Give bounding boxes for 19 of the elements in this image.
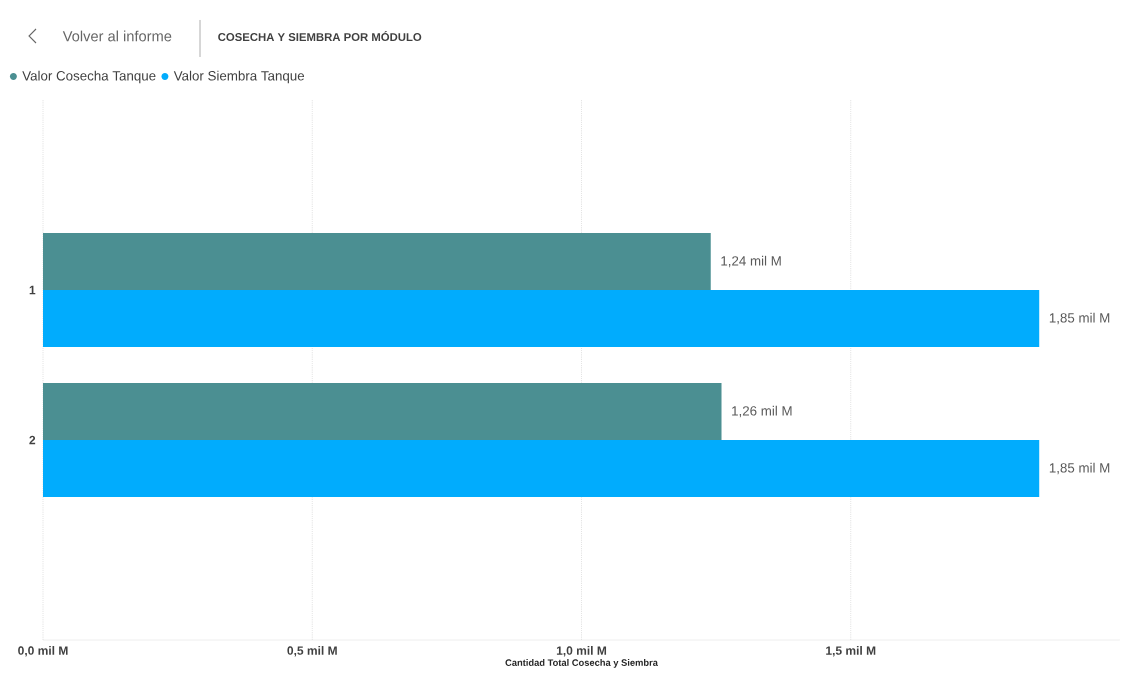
- y-tick-label: 2: [29, 435, 36, 445]
- bar: [43, 440, 1040, 497]
- x-tick-label: 1,5 mil M: [826, 646, 876, 657]
- x-axis-title: Cantidad Total Cosecha y Siembra: [505, 659, 658, 668]
- chart-title: COSECHA Y SIEMBRA POR MÓDULO: [218, 30, 422, 42]
- bar: [43, 233, 711, 290]
- data-label: 1,26 mil M: [732, 405, 792, 418]
- legend-label: Valor Siembra Tanque: [173, 70, 305, 84]
- data-label: 1,24 mil M: [721, 255, 781, 268]
- bar: [43, 383, 722, 440]
- data-label: 1,85 mil M: [1049, 312, 1110, 325]
- x-tick-label: 0,0 mil M: [18, 646, 68, 657]
- y-tick-label: 1: [29, 285, 36, 295]
- bar: [43, 290, 1040, 347]
- data-label: 1,85 mil M: [1049, 462, 1110, 475]
- legend-label: Valor Cosecha Tanque: [22, 70, 156, 84]
- text: Volver al informe: [62, 30, 172, 42]
- x-tick-label: 0,5 mil M: [287, 646, 337, 657]
- x-tick-label: 1,0 mil M: [556, 646, 607, 657]
